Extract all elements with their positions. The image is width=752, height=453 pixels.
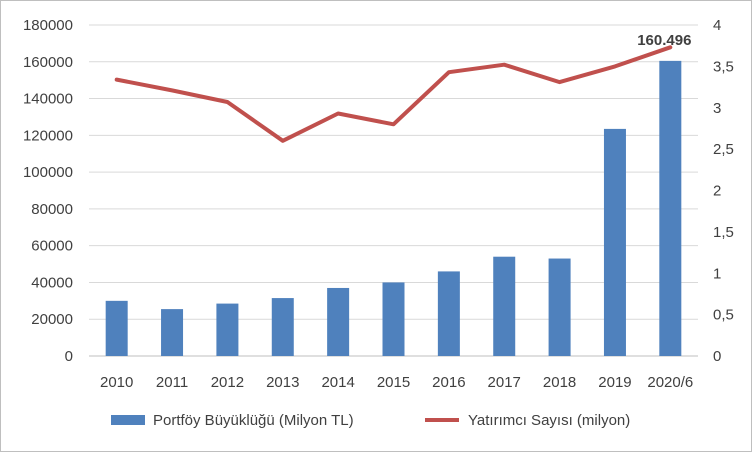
x-tick-label: 2015: [377, 374, 410, 391]
left-tick-label: 80000: [31, 201, 73, 218]
right-tick-label: 0: [713, 348, 721, 365]
left-tick-label: 140000: [23, 91, 73, 108]
bar: [161, 309, 183, 356]
bar: [604, 129, 626, 356]
left-tick-label: 20000: [31, 311, 73, 328]
bar: [327, 288, 349, 356]
bar: [216, 304, 238, 356]
x-tick-label: 2016: [432, 374, 465, 391]
left-tick-label: 40000: [31, 274, 73, 291]
legend-bar-label: Portföy Büyüklüğü (Milyon TL): [153, 412, 354, 429]
right-tick-label: 1,5: [713, 224, 734, 241]
x-axis-ticks: 2010 2011 2012 2013 2014 2015 2016 2017 2018 2019…: [100, 374, 693, 391]
right-tick-label: 3,5: [713, 58, 734, 75]
legend: Portföy Büyüklüğü (Milyon TL) Yatırımcı S…: [111, 412, 630, 429]
left-tick-label: 100000: [23, 164, 73, 181]
right-tick-label: 1: [713, 265, 721, 282]
legend-line-label: Yatırımcı Sayısı (milyon): [468, 412, 630, 429]
x-tick-label: 2013: [266, 374, 299, 391]
right-tick-label: 2,5: [713, 141, 734, 158]
x-tick-label: 2018: [543, 374, 576, 391]
left-tick-label: 160000: [23, 54, 73, 71]
bar: [272, 298, 294, 356]
x-tick-label: 2012: [211, 374, 244, 391]
left-tick-label: 120000: [23, 127, 73, 144]
bar: [493, 257, 515, 356]
x-tick-label: 2017: [488, 374, 521, 391]
x-tick-label: 2019: [598, 374, 631, 391]
left-tick-label: 60000: [31, 238, 73, 255]
bar: [383, 282, 405, 356]
x-tick-label: 2011: [156, 374, 188, 391]
bar: [659, 61, 681, 356]
legend-bar-swatch: [111, 415, 145, 425]
x-tick-label: 2010: [100, 374, 133, 391]
right-tick-label: 0,5: [713, 307, 734, 324]
bar: [549, 259, 571, 356]
right-tick-label: 2: [713, 183, 721, 200]
bar: [106, 301, 128, 356]
left-tick-label: 0: [65, 348, 73, 365]
right-tick-label: 4: [713, 17, 721, 34]
x-tick-label: 2020/6: [647, 374, 693, 391]
left-tick-label: 180000: [23, 17, 73, 34]
right-tick-label: 3: [713, 100, 721, 117]
data-label: 160.496: [637, 32, 691, 49]
x-tick-label: 2014: [321, 374, 354, 391]
bar: [438, 271, 460, 356]
left-axis-ticks: 0 20000 40000 60000 80000 100000 120000 140000 1…: [23, 17, 73, 365]
data-labels: 160.496: [637, 32, 691, 49]
right-axis-ticks: 0 0,5 1 1,5 2 2,5 3 3,5 4: [713, 17, 734, 365]
